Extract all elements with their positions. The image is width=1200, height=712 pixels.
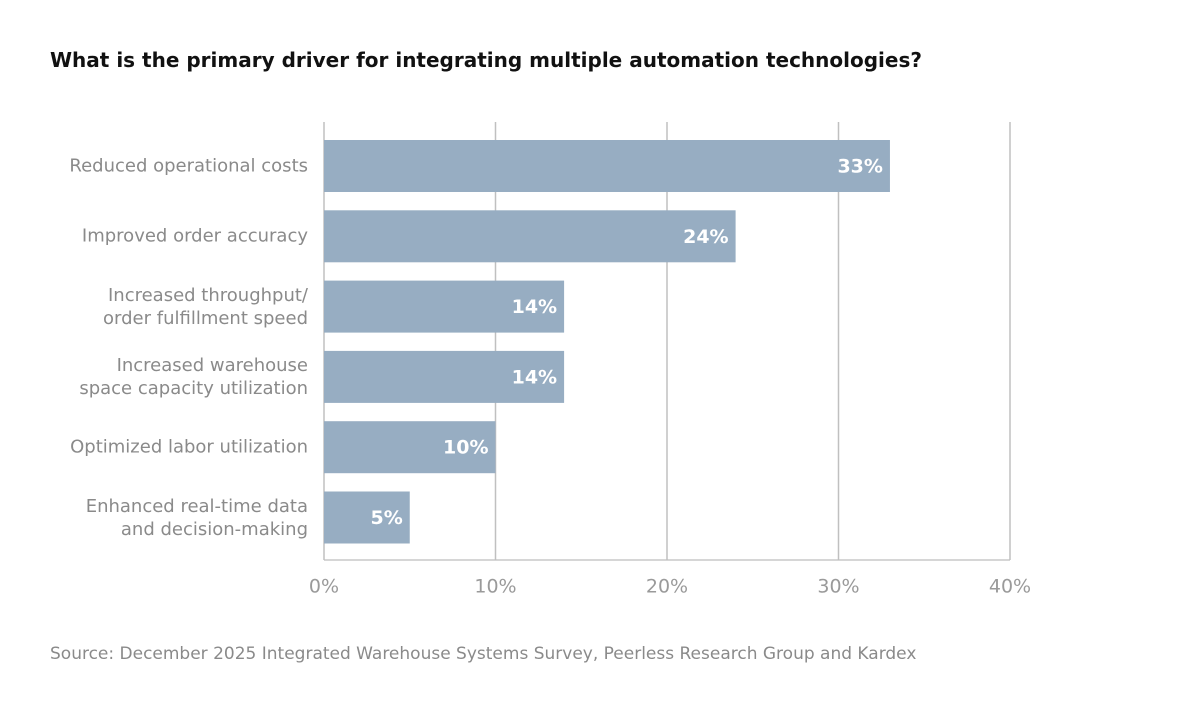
x-tick-label: 40% <box>989 576 1031 598</box>
source-note: Source: December 2025 Integrated Warehou… <box>50 644 917 664</box>
bar <box>324 421 496 474</box>
value-label: 33% <box>837 156 882 178</box>
value-label: 24% <box>683 226 728 248</box>
value-label: 14% <box>512 366 557 388</box>
category-label: Reduced operational costs <box>69 155 308 177</box>
category-label: Optimized labor utilization <box>70 436 308 458</box>
value-label: 10% <box>443 437 488 459</box>
bar <box>324 350 565 403</box>
bar <box>324 491 410 544</box>
category-label: Enhanced real-time data and decision-mak… <box>85 495 308 540</box>
x-tick-label: 30% <box>817 576 859 598</box>
category-label: Increased throughput/ order fulfillment … <box>103 284 308 329</box>
value-label: 5% <box>370 507 402 529</box>
bar <box>324 140 890 192</box>
category-label: Increased warehouse space capacity utili… <box>79 354 308 399</box>
x-tick-label: 0% <box>309 576 339 598</box>
bar <box>324 210 736 263</box>
value-label: 14% <box>512 296 557 318</box>
bar <box>324 280 565 333</box>
category-label: Improved order accuracy <box>81 225 308 247</box>
chart-title: What is the primary driver for integrati… <box>50 48 922 72</box>
x-tick-label: 20% <box>646 576 688 598</box>
x-tick-label: 10% <box>474 576 516 598</box>
